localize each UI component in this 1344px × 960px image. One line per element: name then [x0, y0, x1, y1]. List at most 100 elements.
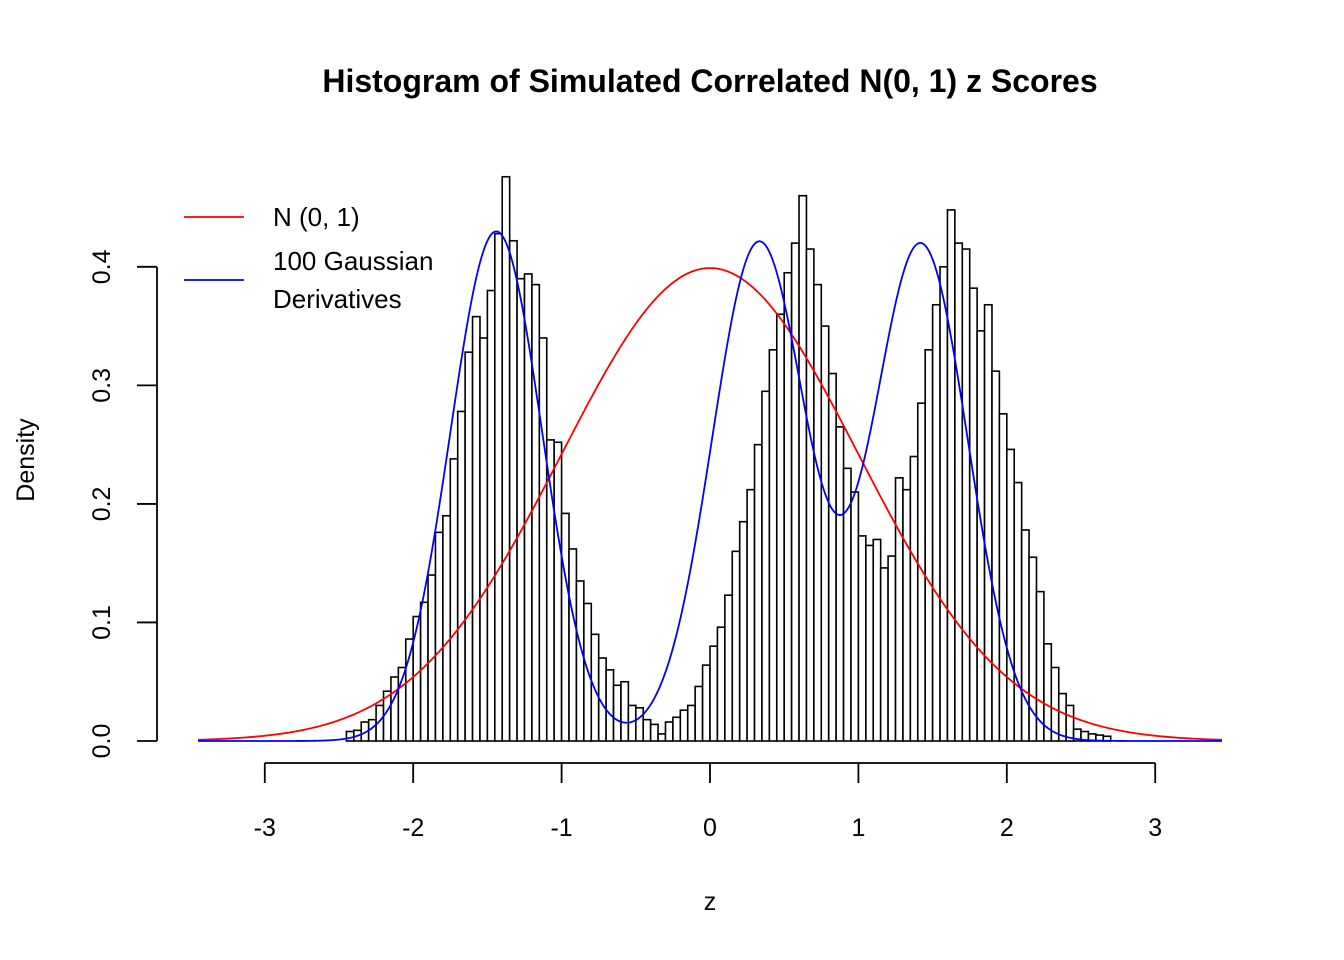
histogram-bar [672, 716, 682, 742]
histogram-bar [865, 544, 875, 742]
histogram-bar [909, 455, 919, 742]
legend: N (0, 1) 100 Gaussian Derivatives [184, 202, 433, 314]
y-tick-label: 0.1 [88, 605, 116, 640]
histogram-bar [390, 676, 400, 742]
histogram-bar [850, 491, 860, 742]
y-tick-label: 0.2 [88, 487, 116, 522]
histogram-bar [471, 315, 481, 742]
histogram-bar [1065, 704, 1075, 742]
histogram-bar [508, 239, 518, 742]
legend-label-1: N (0, 1) [273, 202, 360, 232]
histogram-bar [434, 531, 444, 742]
histogram-bar [961, 248, 971, 742]
histogram-bar [738, 520, 748, 742]
histogram-bar [872, 538, 882, 742]
y-axis: 0.0 0.1 0.2 0.3 0.4 [88, 249, 158, 759]
x-tick-label: -1 [550, 814, 572, 842]
density-curves [197, 230, 1223, 742]
histogram-bar [575, 580, 585, 742]
histogram-bar [827, 372, 837, 742]
histogram-bar [902, 488, 912, 742]
x-tick-label: 2 [1000, 814, 1014, 842]
histogram-bar [746, 488, 756, 742]
histogram-bar [486, 289, 496, 742]
legend-label-2: 100 Gaussian Derivatives [273, 246, 433, 314]
histogram-bar [820, 325, 830, 742]
histogram-bar [709, 645, 719, 742]
series-line-1 [197, 267, 1223, 741]
histogram-bar [924, 349, 934, 742]
histogram-bar [679, 709, 689, 742]
histogram-bar [516, 277, 526, 742]
histogram-bar [768, 349, 778, 742]
histogram-bar [783, 271, 793, 742]
histogram-bar [1020, 529, 1030, 742]
histogram-bar [1050, 666, 1060, 742]
histogram-bar [456, 410, 466, 742]
histogram-bar [954, 242, 964, 742]
histogram-bar [857, 535, 867, 742]
histogram-bar [798, 194, 808, 742]
histogram-bar [605, 669, 615, 742]
histogram-bar [442, 514, 452, 742]
histogram-bar [538, 337, 548, 742]
histogram-bar [419, 601, 429, 742]
histogram-bar [642, 718, 652, 742]
x-tick-label: 1 [851, 814, 865, 842]
histogram-bar [664, 721, 674, 742]
histogram-bar [560, 512, 570, 742]
histogram-bar [701, 664, 711, 742]
x-axis-label: z [704, 888, 717, 916]
y-tick-label: 0.4 [88, 249, 116, 284]
histogram-bar [464, 351, 474, 742]
histogram-bar [649, 723, 659, 742]
histogram-bar [449, 458, 459, 742]
histogram-bar [694, 685, 704, 742]
y-tick-label: 0.3 [88, 368, 116, 403]
histogram-bar [494, 232, 504, 742]
histogram-bar [731, 550, 741, 742]
histogram-bar [716, 626, 726, 742]
y-axis-label: Density [12, 418, 40, 502]
x-tick-label: -2 [402, 814, 424, 842]
histogram-bar [568, 548, 578, 742]
y-tick-label: 0.0 [88, 724, 116, 759]
histogram-bar [998, 413, 1008, 742]
histogram-bar [894, 477, 904, 742]
histogram-bar [553, 441, 563, 742]
series-line-2 [198, 230, 1222, 742]
histogram-bar [531, 283, 541, 742]
histogram-bar [813, 283, 823, 742]
histogram-bar [657, 733, 667, 742]
histogram-bar [753, 443, 763, 742]
x-tick-label: 0 [703, 814, 717, 842]
histogram-bar [620, 680, 630, 742]
histogram-bar [724, 594, 734, 742]
histogram-bar [887, 555, 897, 742]
histogram-bar [931, 303, 941, 742]
histogram-bar [968, 287, 978, 742]
histogram-bar [916, 402, 926, 742]
histogram-bar [983, 303, 993, 742]
histogram-bar [790, 242, 800, 742]
histogram-bars [345, 175, 1112, 742]
histogram-bar [501, 175, 511, 742]
histogram-bar [761, 390, 771, 742]
histogram-bar [479, 337, 489, 742]
histogram-bar [345, 730, 355, 742]
histogram-bar [939, 266, 949, 742]
x-tick-label: 3 [1148, 814, 1162, 842]
x-tick-label: -3 [254, 814, 276, 842]
x-axis: -3 -2 -1 0 1 2 3 [254, 762, 1162, 842]
histogram-bar [946, 209, 956, 742]
histogram-bar [1013, 481, 1023, 742]
histogram-bar [805, 248, 815, 742]
chart-title: Histogram of Simulated Correlated N(0, 1… [322, 63, 1097, 99]
histogram-bar [1006, 448, 1016, 742]
histogram-bar [634, 707, 645, 742]
histogram-bar [879, 567, 889, 742]
histogram-bar [775, 313, 786, 742]
histogram-bar [835, 426, 845, 742]
histogram-bar [686, 704, 696, 742]
